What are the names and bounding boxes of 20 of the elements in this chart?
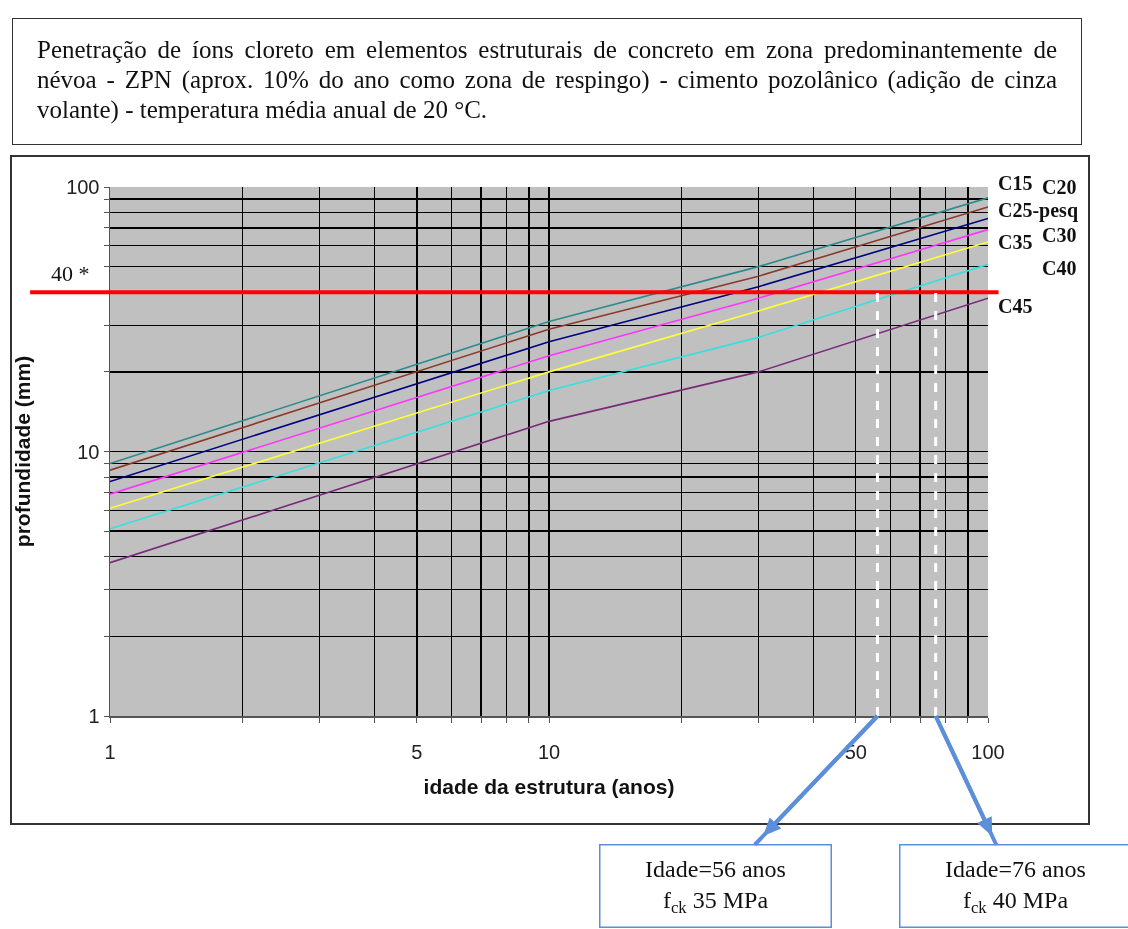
y-tick-label: 10 xyxy=(77,440,100,463)
y-tick-label: 1 xyxy=(88,705,100,727)
y-tick-label: 100 xyxy=(66,176,100,198)
annotation: Idade=56 anos f$_{ck}$ 35 MPa xyxy=(645,855,786,917)
x-tick-label: 10 xyxy=(537,740,561,763)
series-label: C35 xyxy=(998,231,1033,253)
series-label: C15 xyxy=(998,172,1033,194)
ref-line-label: 40 * xyxy=(51,261,90,286)
text: C30 xyxy=(1042,224,1077,246)
chart-title: Penetração de íons cloreto em elementos estruturais de concreto em zona predominantemente de névoa - ZPN (aprox. 10% do ano como zona de respingo) - cimento pozolânico (adição de cinza volante) - temperatura média anual de 20 °C. xyxy=(12,18,1082,145)
series-label: C25-pesq xyxy=(998,199,1079,222)
text: C20 xyxy=(1042,176,1077,198)
x-axis-title: idade da estrutura (anos) xyxy=(423,775,675,799)
x-tick-label: 100 xyxy=(971,740,1005,763)
x-tick-label: 5 xyxy=(411,740,423,763)
x-tick-label: 1 xyxy=(104,740,116,763)
text: C40 xyxy=(1042,257,1077,279)
series-label: C45 xyxy=(998,295,1033,317)
y-axis-title: profundidade (mm) xyxy=(10,355,34,548)
annotation: Idade=76 anos f$_{ck}$ 40 MPa xyxy=(945,855,1086,917)
